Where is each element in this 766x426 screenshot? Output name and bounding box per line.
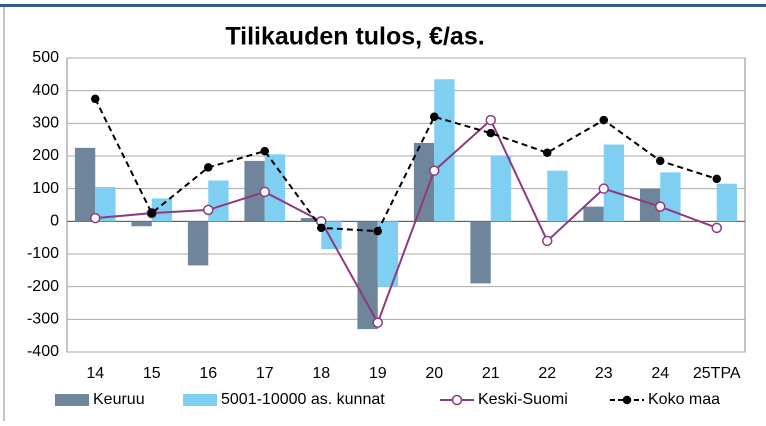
x-tick-label: 22 (538, 365, 556, 382)
point (542, 235, 553, 247)
line (94, 98, 718, 233)
point (656, 156, 665, 166)
point (372, 317, 383, 328)
y-tick-label: 500 (32, 49, 59, 66)
point (543, 148, 552, 157)
point (259, 186, 270, 198)
y-tick-label: -200 (27, 278, 59, 295)
bar (74, 147, 96, 222)
bar (244, 160, 265, 222)
x-tick-label: 16 (199, 365, 217, 382)
bar (208, 180, 229, 222)
point (486, 128, 495, 138)
x-tick-label: 18 (312, 365, 330, 382)
legend-label: 5001-10000 as. kunnat (221, 391, 385, 408)
bar (434, 79, 455, 222)
point (429, 165, 440, 176)
x-tick-label: 21 (482, 365, 500, 382)
point (260, 146, 269, 156)
y-tick-label: 0 (50, 213, 59, 230)
bar (639, 188, 661, 222)
x-tick-label: 17 (256, 365, 274, 382)
y-tick-label: -100 (27, 245, 59, 262)
y-tick-label: 300 (32, 115, 59, 132)
bar (470, 221, 491, 284)
x-tick-label: 15 (143, 365, 161, 382)
point (599, 115, 608, 125)
top-rule (0, 4, 766, 7)
chart-title: Tilikauden tulos, €/as. (225, 23, 484, 51)
point (317, 223, 326, 233)
legend-label: Keski-Suomi (478, 391, 568, 408)
legend-label: Keuruu (93, 391, 145, 408)
y-tick-label: 200 (32, 147, 59, 164)
bar (357, 221, 378, 330)
point (204, 163, 213, 172)
point (485, 114, 496, 126)
bar (95, 187, 116, 222)
y-tick-label: -400 (27, 343, 59, 360)
legend-marker (622, 395, 632, 405)
point (711, 222, 722, 234)
bar (187, 221, 209, 266)
point (373, 226, 382, 236)
legend-swatch (183, 394, 217, 406)
x-tick-label: 25TPA (693, 365, 741, 382)
bar (547, 170, 568, 222)
x-tick-label: 23 (595, 365, 613, 382)
bar (490, 156, 512, 222)
bar (321, 221, 342, 250)
bar (716, 183, 738, 222)
x-tick-label: 24 (651, 365, 669, 382)
legend-label: Koko maa (648, 391, 720, 408)
x-tick-label: 14 (86, 365, 104, 382)
point (430, 112, 439, 122)
point (91, 94, 100, 104)
bar (377, 221, 399, 287)
bar (300, 218, 322, 222)
y-tick-label: 400 (32, 82, 59, 99)
y-tick-label: -300 (27, 311, 59, 328)
point (655, 201, 666, 212)
bar (603, 144, 625, 222)
legend-swatch (55, 394, 89, 406)
bar (131, 221, 152, 227)
line (95, 118, 718, 325)
point (147, 208, 156, 218)
x-tick-label: 19 (369, 365, 387, 382)
point (598, 183, 609, 194)
bar (583, 206, 604, 222)
legend-marker (451, 394, 463, 406)
y-tick-label: 100 (32, 180, 59, 197)
bar (413, 142, 435, 222)
x-tick-label: 20 (425, 365, 443, 382)
point (90, 212, 101, 224)
bar (151, 198, 173, 222)
point (712, 174, 721, 184)
point (203, 204, 214, 216)
